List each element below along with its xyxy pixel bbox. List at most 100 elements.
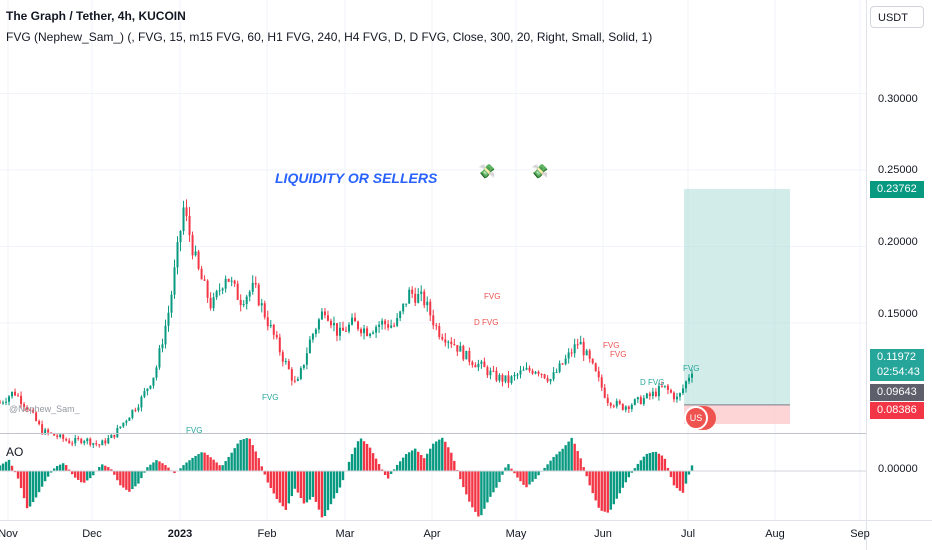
ao-bar [92, 471, 95, 476]
money-with-wings-icon[interactable]: 💸 [531, 163, 549, 179]
candle-body [576, 344, 579, 346]
candle-body [335, 323, 338, 336]
ao-bar [561, 448, 564, 471]
candle-body [110, 434, 113, 439]
candle-body [323, 311, 326, 316]
candle-body [489, 370, 492, 376]
candle-body [23, 404, 26, 407]
candle-body [546, 378, 549, 382]
candle-body [462, 345, 465, 360]
last-price-badge: 0.11972 02:54:43 [870, 349, 924, 381]
ao-bar [417, 451, 420, 471]
candle-body [519, 370, 522, 375]
indicator-legend[interactable]: FVG (Nephew_Sam_) (, FVG, 15, m15 FVG, 6… [6, 30, 653, 44]
candle-body [107, 438, 110, 444]
ao-bar [690, 465, 694, 471]
ao-bar [600, 471, 603, 511]
ao-bar [687, 471, 691, 475]
candle-body [254, 282, 257, 285]
chart-title[interactable]: The Graph / Tether, 4h, KUCOIN [6, 9, 186, 23]
candle-body [459, 345, 462, 352]
candle-body [20, 395, 23, 405]
ao-bar [407, 452, 411, 471]
candle-body [423, 291, 426, 306]
candle-body [11, 391, 14, 397]
x-tick-label: Apr [423, 528, 441, 540]
candle-body [131, 409, 134, 418]
candle-body [164, 325, 167, 345]
ao-bar [320, 471, 324, 518]
candle-body [140, 396, 143, 408]
candle-body [678, 393, 681, 397]
ao-bar [498, 471, 501, 483]
annotation-text[interactable]: LIQUIDITY OR SELLERS [275, 170, 438, 186]
ao-bar [332, 471, 336, 499]
candle-body [381, 320, 384, 325]
stop-price-badge: 0.08386 [870, 402, 924, 419]
ao-bar [630, 471, 634, 473]
ao-bar [579, 458, 582, 471]
ao-bar [245, 438, 248, 471]
candle-body [483, 361, 486, 368]
candle-body [408, 289, 411, 304]
candle-body [573, 344, 576, 354]
ao-bar [194, 455, 197, 471]
y-tick-label: 0.15000 [878, 308, 918, 320]
ao-bar [404, 454, 408, 471]
ao-bar [573, 443, 576, 471]
candle-body [543, 374, 546, 379]
candle-body [507, 375, 510, 383]
ao-bar [71, 471, 74, 475]
candle-body [146, 388, 149, 392]
candle-body [74, 438, 77, 444]
candle-body [552, 372, 555, 380]
candle-body [212, 297, 215, 309]
candle-body [426, 301, 429, 306]
candle-body [378, 324, 381, 327]
candle-body [633, 399, 636, 405]
candle-body [257, 284, 260, 306]
ao-bar [16, 471, 20, 479]
currency-selector[interactable]: USDT [870, 6, 924, 28]
ao-bar [0, 465, 2, 471]
ao-bar [356, 441, 360, 471]
stop-loss-zone[interactable] [684, 404, 790, 425]
ao-bar [98, 467, 101, 471]
candle-body [570, 352, 573, 354]
candle-body [621, 403, 624, 410]
ao-bar [684, 471, 688, 484]
candle-body [98, 444, 101, 446]
candle-body [242, 304, 245, 306]
candle-body [585, 350, 588, 356]
ao-bar [131, 471, 134, 490]
ao-label[interactable]: AO [6, 445, 24, 459]
candle-body [606, 397, 609, 403]
candle-body [657, 386, 660, 397]
ao-bar [161, 463, 164, 471]
us-flag-icon[interactable]: US [684, 406, 708, 430]
fvg-label: FVG [186, 426, 203, 435]
ao-bar [621, 471, 624, 488]
ao-bar [25, 471, 29, 509]
candle-body [558, 363, 561, 372]
fvg-label: FVG [262, 393, 279, 402]
candle-body [143, 391, 146, 397]
candle-body [17, 395, 20, 397]
ao-bar [64, 465, 68, 471]
ao-bar [1, 463, 5, 471]
ao-bar [55, 465, 59, 471]
candle-body [687, 377, 690, 382]
candle-body [456, 345, 459, 352]
candle-body [666, 385, 669, 390]
ao-bar [299, 471, 303, 499]
candle-body [453, 344, 456, 346]
candle-body [44, 429, 47, 435]
ao-bar [438, 439, 441, 471]
ao-bar [651, 452, 655, 471]
money-with-wings-icon[interactable]: 💸 [478, 163, 496, 179]
ao-bar [609, 471, 612, 510]
pane-separator[interactable] [0, 433, 866, 434]
ao-bar [290, 471, 294, 497]
take-profit-zone[interactable] [684, 188, 790, 405]
